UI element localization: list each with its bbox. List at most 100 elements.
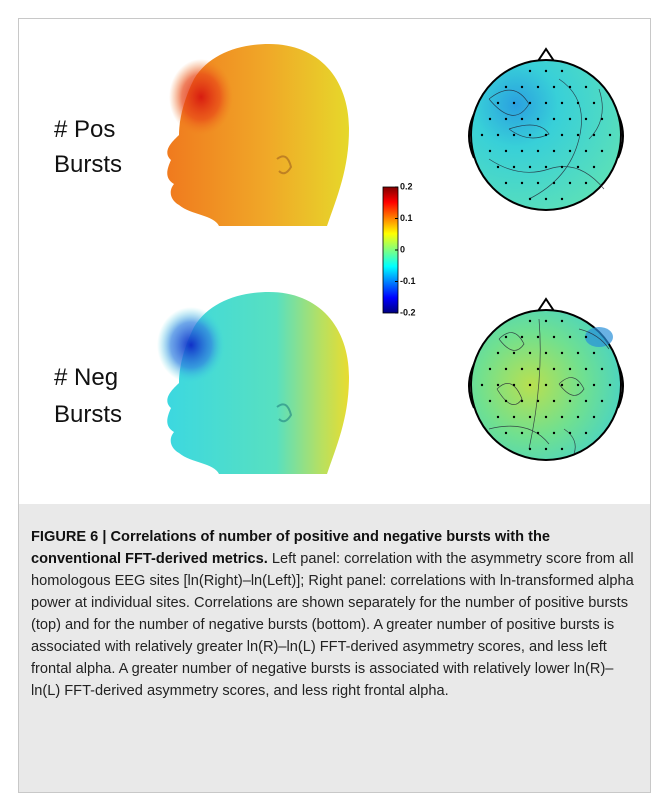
electrode [592,415,596,419]
electrode [608,133,612,137]
electrode [520,85,524,89]
electrode [512,383,516,387]
electrode [520,335,524,339]
electrode [576,383,580,387]
electrode [536,367,540,371]
electrode [584,431,588,435]
electrode [568,85,572,89]
electrode [528,133,532,137]
electrode [528,101,532,105]
electrode [536,85,540,89]
electrode [560,69,564,73]
electrode [480,133,484,137]
electrode [576,101,580,105]
electrode [552,335,556,339]
colorbar-tick-label: 0.2 [400,181,413,191]
electrode [520,399,524,403]
electrode [600,149,604,153]
electrode [504,85,508,89]
electrode [568,399,572,403]
electrode [544,319,548,323]
electrode [520,367,524,371]
electrode [504,431,508,435]
electrode [544,69,548,73]
row-label: Bursts [54,151,122,178]
electrode [584,149,588,153]
electrode [608,383,612,387]
electrode [560,197,564,201]
electrode [504,149,508,153]
electrode [528,165,532,169]
electrode [536,431,540,435]
electrode [584,117,588,121]
electrode [528,447,532,451]
electrode [504,367,508,371]
electrode [520,431,524,435]
row-label: # Pos [54,116,115,143]
electrode [552,367,556,371]
electrode [560,447,564,451]
electrode [536,117,540,121]
electrode [560,101,564,105]
figure-graphic: # Pos Bursts # Neg Bursts 0.20.10-0.1- [54,44,624,474]
electrode [600,399,604,403]
electrode [536,399,540,403]
electrode [488,117,492,121]
row-label: Bursts [54,401,122,428]
electrode [568,181,572,185]
electrode [592,351,596,355]
electrode [520,149,524,153]
electrode [568,117,572,121]
electrode [480,383,484,387]
electrode [496,351,500,355]
electrode [544,101,548,105]
electrode [512,165,516,169]
topoplot-negative [468,297,624,461]
electrode [552,85,556,89]
electrode [560,133,564,137]
electrode [592,133,596,137]
electrode [520,117,524,121]
electrode [568,335,572,339]
electrode [584,85,588,89]
electrode [552,399,556,403]
electrode [504,335,508,339]
electrode [592,383,596,387]
electrode [600,117,604,121]
electrode [576,133,580,137]
topoplot-positive [468,47,624,211]
electrode [560,165,564,169]
electrode [512,101,516,105]
electrode [496,133,500,137]
colorbar-tick-label: 0 [400,244,405,254]
electrode [584,399,588,403]
electrode [544,415,548,419]
colorbar-tick-label: -0.2 [400,307,416,317]
electrode [528,197,532,201]
caption: FIGURE 6 | Correlations of number of pos… [19,504,650,792]
electrode [552,181,556,185]
caption-label: FIGURE 6 | Correlations of number of pos… [31,529,550,567]
electrode [584,367,588,371]
row-label: # Neg [54,364,118,391]
electrode [568,431,572,435]
caption-text: Left panel: correlation with the asymmet… [31,551,634,699]
electrode [552,117,556,121]
electrode [528,415,532,419]
electrode [568,367,572,371]
electrode [528,69,532,73]
electrode [584,335,588,339]
electrode [528,383,532,387]
electrode [528,319,532,323]
head-negative [157,292,349,474]
electrode [512,415,516,419]
electrode [512,133,516,137]
electrode [552,149,556,153]
electrode [536,149,540,153]
electrode [504,399,508,403]
electrode [512,351,516,355]
electrode [488,367,492,371]
colorbar-tick-label: 0.1 [400,213,413,223]
electrode [504,117,508,121]
